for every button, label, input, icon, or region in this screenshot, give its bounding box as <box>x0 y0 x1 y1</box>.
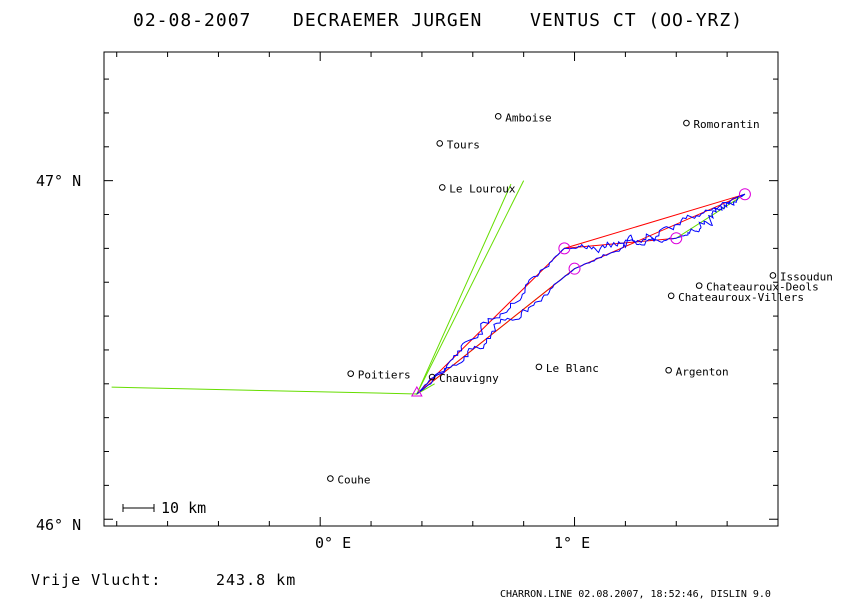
footer-info: CHARRON.LINE 02.08.2007, 18:52:46, DISLI… <box>500 589 771 600</box>
place-label: Chateauroux-Villers <box>678 291 804 304</box>
place-label: Argenton <box>676 365 729 378</box>
place-marker <box>438 184 446 191</box>
sector-line <box>415 180 525 396</box>
distance-label: Vrije Vlucht: <box>31 571 161 589</box>
place-marker <box>683 119 690 127</box>
axis-ticks <box>104 52 779 526</box>
turnpoint-circle <box>558 242 571 255</box>
lat-label-47: 47° N <box>36 172 81 190</box>
place-label: Chauvigny <box>439 372 499 385</box>
glider-name: VENTUS CT (OO-YRZ) <box>530 10 743 31</box>
turnpoint-markers <box>410 188 751 397</box>
lat-label-46: 46° N <box>36 516 81 534</box>
start-marker <box>410 385 423 397</box>
pilot-name: DECRAEMER JURGEN <box>293 10 482 31</box>
place-marker <box>665 366 672 374</box>
place-label: Amboise <box>505 111 551 124</box>
place-label: Le Blanc <box>546 362 599 375</box>
place-label: Poitiers <box>358 369 411 382</box>
place-marker <box>436 140 444 147</box>
scale-bar: 10 km <box>122 499 206 517</box>
place-marker <box>347 370 355 377</box>
sector-lines <box>111 180 746 396</box>
place-marker <box>535 363 543 371</box>
turnpoint-circle <box>670 232 683 245</box>
flight-track <box>416 193 746 395</box>
flight-date: 02-08-2007 <box>133 10 251 31</box>
place-marker <box>695 282 703 289</box>
place-label: Romorantin <box>693 118 759 131</box>
sector-line <box>111 183 512 395</box>
track-line <box>416 193 746 395</box>
place-markers: Amboise Romorantin Tours Le Louroux Issoudun… <box>327 111 833 487</box>
turnpoint-circle <box>568 262 581 275</box>
distance-value: 243.8 km <box>216 571 296 589</box>
scale-bar-label: 10 km <box>161 499 206 517</box>
turnpoint-circle <box>738 188 751 201</box>
map-frame <box>103 51 779 527</box>
place-label: Couhe <box>337 474 370 487</box>
place-label: Tours <box>447 138 480 151</box>
place-label: Issoudun <box>780 270 833 283</box>
place-marker <box>428 373 436 381</box>
place-marker <box>327 475 334 482</box>
place-marker <box>769 272 777 279</box>
place-marker <box>667 292 675 300</box>
place-marker <box>494 113 502 120</box>
lon-label-0: 0° E <box>315 534 351 552</box>
place-label: Chateauroux-Deols <box>706 281 819 294</box>
place-label: Le Louroux <box>449 182 516 195</box>
lon-label-1: 1° E <box>554 534 590 552</box>
